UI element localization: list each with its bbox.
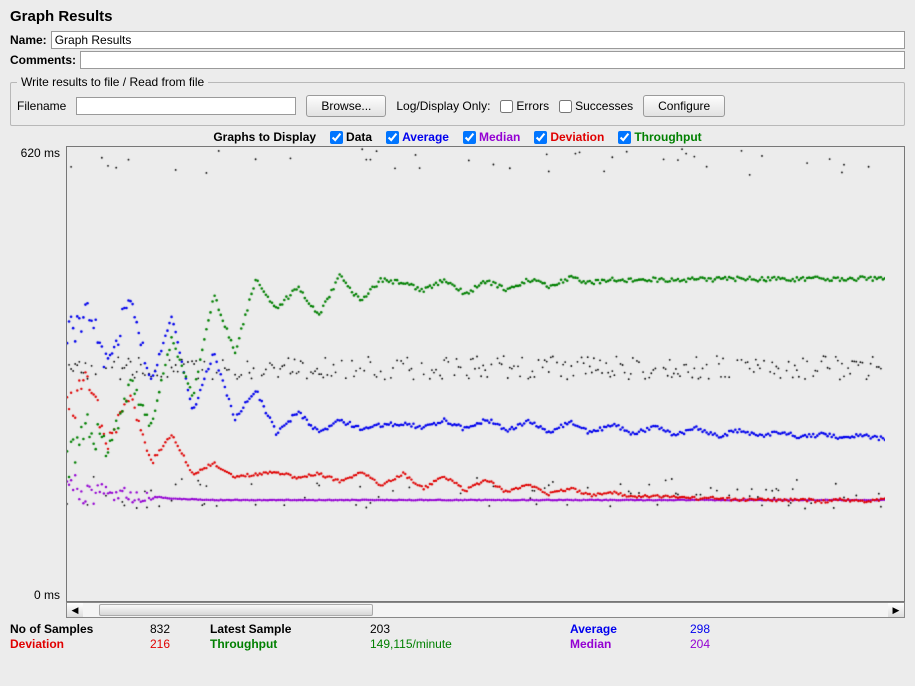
- toggle-median-label: Median: [479, 130, 520, 144]
- file-group: Write results to file / Read from file F…: [10, 75, 905, 126]
- name-input[interactable]: [51, 31, 905, 49]
- page-title: Graph Results: [10, 8, 905, 25]
- y-max-label: 620 ms: [21, 146, 60, 160]
- stats-grid: No of Samples832Latest Sample203Average2…: [10, 622, 905, 651]
- toggle-data[interactable]: Data: [330, 130, 372, 144]
- stat-value: 832: [150, 622, 210, 636]
- browse-button[interactable]: Browse...: [306, 95, 386, 117]
- errors-checkbox-label: Errors: [516, 99, 549, 113]
- chart-scrollbar[interactable]: ◀ ▶: [66, 602, 905, 618]
- chart-canvas: [67, 147, 885, 602]
- stat-value: 149,115/minute: [370, 637, 570, 651]
- toggle-deviation-label: Deviation: [550, 130, 604, 144]
- name-label: Name:: [10, 33, 47, 47]
- comments-label: Comments:: [10, 53, 76, 67]
- successes-checkbox[interactable]: Successes: [559, 99, 633, 113]
- stat-label: Average: [570, 622, 690, 636]
- filename-input[interactable]: [76, 97, 296, 115]
- stat-value: 204: [690, 637, 750, 651]
- scroll-right-button[interactable]: ▶: [888, 603, 904, 617]
- y-min-label: 0 ms: [34, 588, 60, 602]
- scroll-track[interactable]: [83, 603, 888, 617]
- stat-label: Deviation: [10, 637, 150, 651]
- toggle-throughput-label: Throughput: [634, 130, 701, 144]
- errors-checkbox[interactable]: Errors: [500, 99, 549, 113]
- file-group-legend: Write results to file / Read from file: [17, 75, 208, 89]
- scroll-left-button[interactable]: ◀: [67, 603, 83, 617]
- toggle-throughput[interactable]: Throughput: [618, 130, 701, 144]
- successes-checkbox-label: Successes: [575, 99, 633, 113]
- stat-label: Throughput: [210, 637, 370, 651]
- graphs-to-display-label: Graphs to Display: [213, 130, 316, 144]
- scroll-thumb[interactable]: [99, 604, 373, 616]
- toggle-median[interactable]: Median: [463, 130, 520, 144]
- stat-label: Median: [570, 637, 690, 651]
- toggle-average[interactable]: Average: [386, 130, 449, 144]
- toggle-deviation[interactable]: Deviation: [534, 130, 604, 144]
- chart-area: [66, 146, 905, 602]
- toggle-data-label: Data: [346, 130, 372, 144]
- logdisplay-label: Log/Display Only:: [396, 99, 490, 113]
- filename-label: Filename: [17, 99, 66, 113]
- graphs-to-display-row: Graphs to Display Data Average Median De…: [10, 130, 905, 144]
- comments-input[interactable]: [80, 51, 905, 69]
- stat-label: Latest Sample: [210, 622, 370, 636]
- stat-value: 203: [370, 622, 570, 636]
- stat-value: 216: [150, 637, 210, 651]
- stat-label: No of Samples: [10, 622, 150, 636]
- configure-button[interactable]: Configure: [643, 95, 725, 117]
- toggle-average-label: Average: [402, 130, 449, 144]
- stat-value: 298: [690, 622, 750, 636]
